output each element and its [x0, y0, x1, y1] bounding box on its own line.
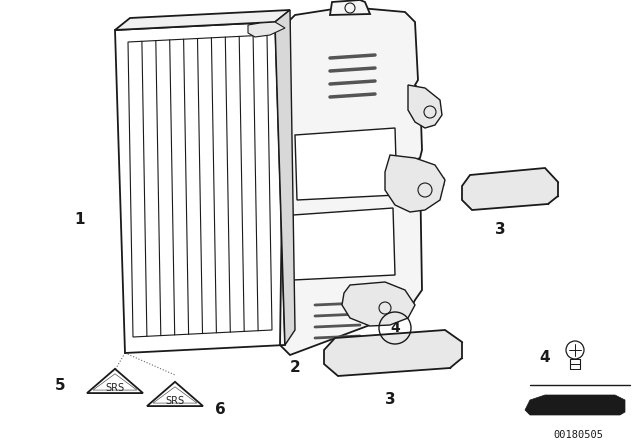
Text: 00180505: 00180505 — [553, 430, 603, 440]
Text: 3: 3 — [495, 223, 506, 237]
Text: 3: 3 — [385, 392, 396, 408]
Polygon shape — [295, 128, 397, 200]
Text: 4: 4 — [540, 350, 550, 366]
Text: 1: 1 — [75, 212, 85, 228]
Polygon shape — [385, 155, 445, 212]
Text: 2: 2 — [290, 361, 300, 375]
Polygon shape — [525, 395, 625, 415]
Polygon shape — [408, 85, 442, 128]
Text: 6: 6 — [214, 402, 225, 418]
Polygon shape — [248, 22, 285, 37]
Polygon shape — [275, 10, 295, 345]
Text: SRS: SRS — [106, 383, 125, 393]
Polygon shape — [280, 8, 422, 355]
Text: SRS: SRS — [165, 396, 184, 406]
Polygon shape — [462, 168, 558, 210]
Polygon shape — [330, 0, 370, 15]
Text: 4: 4 — [390, 321, 400, 335]
Polygon shape — [115, 10, 290, 30]
Polygon shape — [293, 208, 395, 280]
Polygon shape — [324, 330, 462, 376]
Polygon shape — [342, 282, 415, 326]
Text: 5: 5 — [54, 378, 65, 392]
